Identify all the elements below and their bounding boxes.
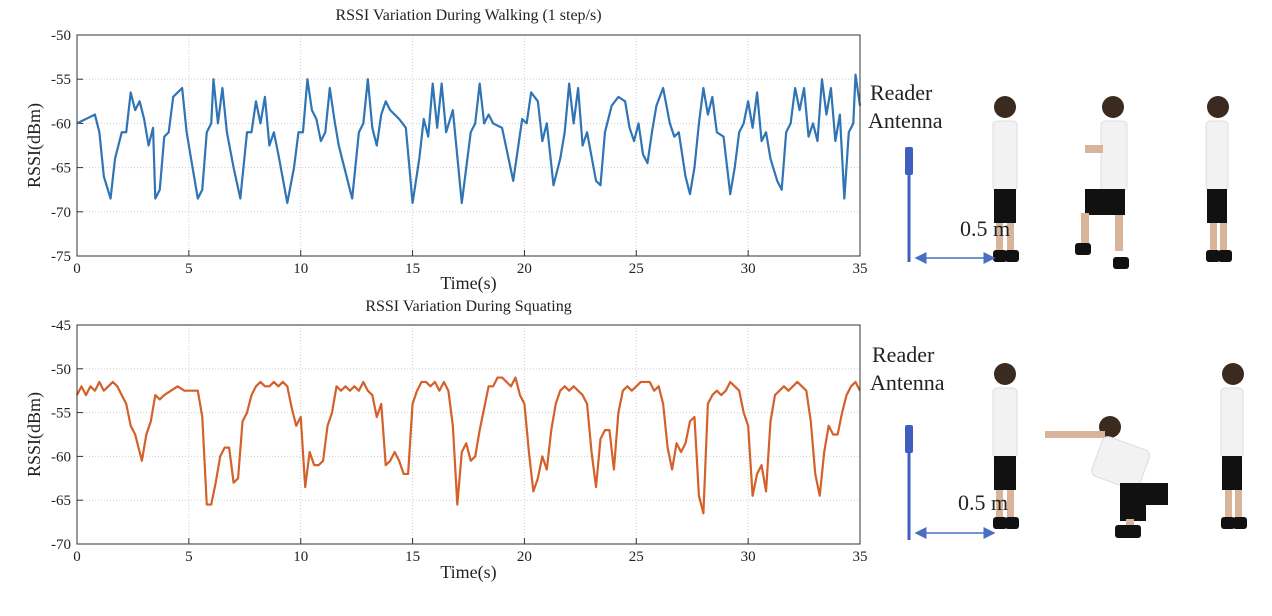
y-tick-label: -55: [51, 72, 71, 88]
squatting-figures: [992, 363, 1247, 538]
y-tick-label: -65: [51, 161, 71, 177]
antenna: [905, 425, 913, 453]
y-tick-label: -60: [51, 449, 71, 465]
data-line: [76, 73, 862, 205]
annotation: 0.5 m: [958, 490, 1008, 515]
x-tick-label: 35: [853, 549, 868, 565]
data-line: [76, 376, 861, 515]
person-standing: [1220, 363, 1247, 529]
walking-figures: [992, 96, 1232, 269]
annotation: Reader: [872, 342, 935, 367]
annotation: Antenna: [870, 370, 945, 395]
x-tick-label: 5: [185, 549, 193, 565]
y-tick-label: -60: [51, 116, 71, 132]
x-tick-label: 30: [741, 549, 756, 565]
y-tick-label: -50: [51, 362, 71, 378]
y-tick-label: -55: [51, 406, 71, 422]
person-standing: [992, 96, 1019, 262]
plot-area: [77, 325, 860, 544]
y-tick-label: -65: [51, 493, 71, 509]
person-standing: [1205, 96, 1232, 262]
annotation: Reader: [870, 80, 933, 105]
x-tick-label: 25: [629, 549, 644, 565]
x-tick-label: 5: [185, 261, 193, 277]
antenna: [905, 147, 913, 175]
y-tick-label: -50: [51, 28, 71, 44]
x-tick-label: 0: [73, 261, 81, 277]
axes-frame: [76, 324, 861, 545]
y-tick-label: -75: [51, 249, 71, 265]
line-chart: -70 -65 -60 -55 -50 -45 0 5 10 15 20 25 30 35 RSSI Var…: [24, 298, 1008, 583]
axes-frame: [76, 34, 861, 257]
x-tick-label: 25: [629, 261, 644, 277]
x-tick-label: 10: [293, 549, 308, 565]
person-squatting: [1045, 416, 1168, 538]
y-axis-label: RSSI(dBm): [24, 392, 45, 477]
x-axis-label: Time(s): [440, 273, 496, 294]
y-tick-label: -70: [51, 205, 71, 221]
x-tick-label: 20: [517, 261, 532, 277]
chart-title: RSSI Variation During Walking (1 step/s): [335, 7, 601, 24]
annotation: Antenna: [868, 108, 943, 133]
y-axis-label: RSSI(dBm): [24, 103, 45, 188]
x-tick-label: 15: [405, 261, 420, 277]
y-tick-label: -70: [51, 537, 71, 553]
x-tick-label: 30: [741, 261, 756, 277]
x-tick-label: 35: [853, 261, 868, 277]
y-tick-label: -45: [51, 318, 71, 334]
line-chart: -75 -70 -65 -60 -55 -50 0 5 10 15 20 25 30 35 RSSI Var…: [24, 7, 1010, 294]
chart-title: RSSI Variation During Squating: [365, 298, 571, 315]
x-tick-label: 20: [517, 549, 532, 565]
person-standing: [992, 363, 1019, 529]
x-axis-label: Time(s): [440, 562, 496, 583]
x-tick-label: 15: [405, 549, 420, 565]
x-tick-label: 0: [73, 549, 81, 565]
x-tick-label: 10: [293, 261, 308, 277]
person-stepping: [1075, 96, 1129, 269]
annotation: 0.5 m: [960, 216, 1010, 241]
